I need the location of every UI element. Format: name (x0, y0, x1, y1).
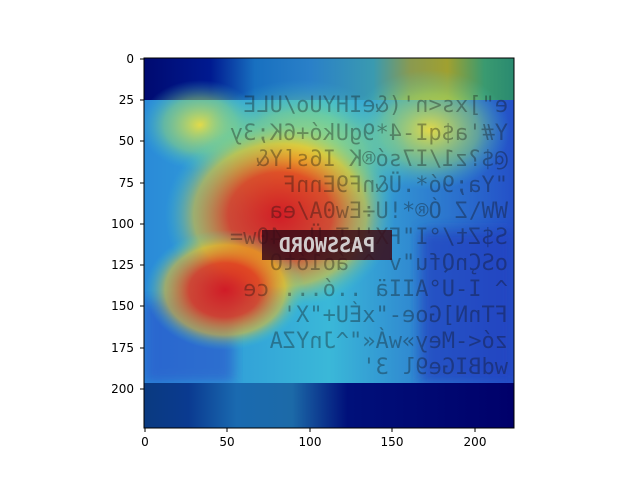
x-axis: 0 50 100 150 200 (141, 428, 486, 449)
y-tick-label: 125 (111, 258, 134, 272)
y-tick-label: 0 (126, 52, 134, 66)
svg-text:Y#'a$qI-4*9gUkó+6K;3y: Y#'a$qI-4*9gUkó+6K;3y (230, 121, 508, 146)
y-tick-label: 25 (119, 93, 134, 107)
svg-text:e"]xs<n'(&eIHYUo/ULE: e"]xs<n'(&eIHYUo/ULE (243, 93, 508, 118)
x-tick-label: 150 (381, 435, 404, 449)
y-tick-label: 50 (119, 134, 134, 148)
svg-text:WW\Z Ó®*!U÷Ew0A/ea: WW\Z Ó®*!U÷Ew0A/ea (270, 198, 508, 224)
password-text: PASSWORD (279, 233, 375, 257)
y-tick-label: 200 (111, 382, 134, 396)
x-tick-label: 50 (219, 435, 234, 449)
svg-text:zó<-Mey»wÁ«"^JnYZA: zó<-Mey»wÁ«"^JnYZA (270, 328, 508, 354)
svg-text:wdBIGe9l 3': wdBIGe9l 3' (362, 355, 508, 380)
svg-text:FTnN]Goe-"xÉU+"X': FTnN]Goe-"xÉU+"X' (283, 302, 508, 328)
svg-text:^ I-U°AIIä ..ó... ce: ^ I-U°AIIä ..ó... ce (243, 277, 508, 302)
heatmap-image: e"]xs<n'(&eIHYUo/ULE Y#'a$qI-4*9gUkó+6K;… (144, 58, 514, 428)
y-axis: 0 25 50 75 100 125 150 175 200 (111, 52, 144, 396)
svg-text:"Ya;9ó*.Ü&nF9EnnF: "Ya;9ó*.Ü&nF9EnnF (283, 172, 508, 198)
svg-text:@$?z1/I7só®K I6s[Y&: @$?z1/I7só®K I6s[Y& (256, 147, 508, 172)
x-tick-label: 0 (141, 435, 149, 449)
y-tick-label: 150 (111, 299, 134, 313)
x-tick-label: 100 (299, 435, 322, 449)
password-label: PASSWORD (262, 230, 392, 260)
plot-frame (143, 57, 515, 429)
y-tick-label: 175 (111, 341, 134, 355)
y-tick-label: 75 (119, 176, 134, 190)
y-tick-label: 100 (111, 217, 134, 231)
x-tick-label: 200 (464, 435, 487, 449)
